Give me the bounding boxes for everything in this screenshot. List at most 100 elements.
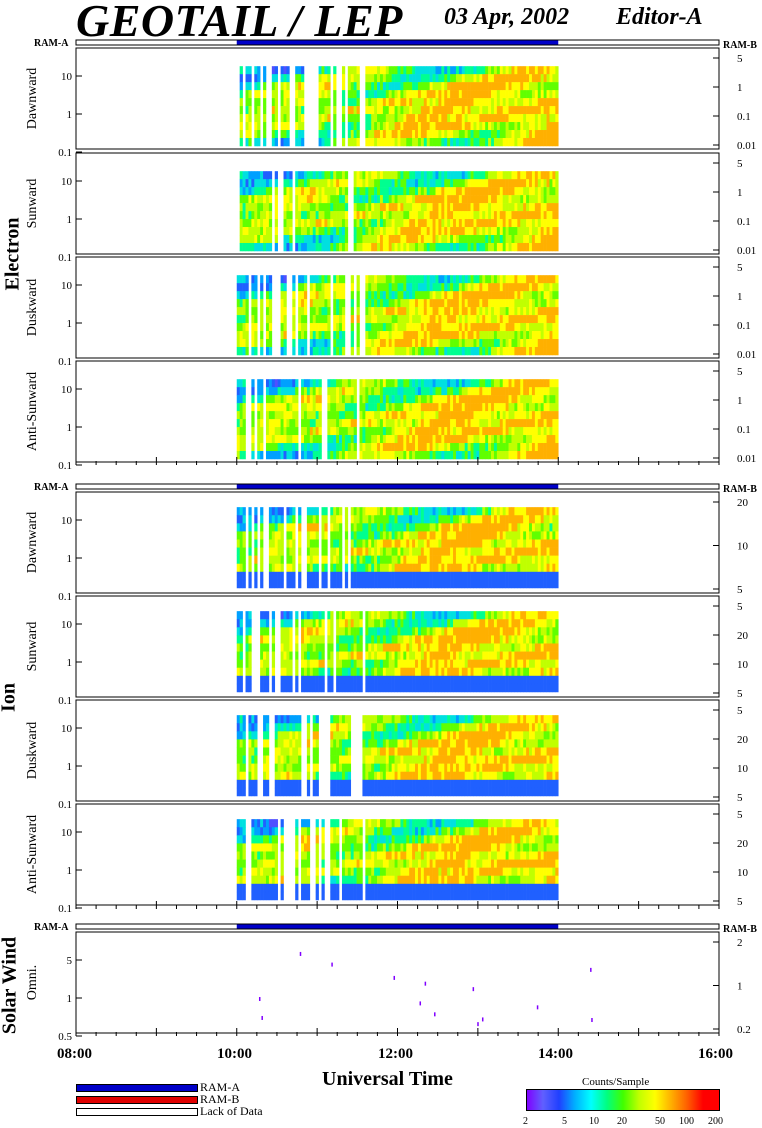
spectrogram-cell xyxy=(520,106,524,115)
spectrogram-cell xyxy=(397,579,401,589)
spectrogram-cell xyxy=(488,331,492,340)
spectrogram-cell xyxy=(450,435,454,444)
spectrogram-cell xyxy=(415,507,419,516)
spectrogram-cell xyxy=(312,187,316,196)
spectrogram-cell xyxy=(511,122,515,131)
spectrogram-cell xyxy=(450,219,454,228)
spectrogram-cell xyxy=(415,242,419,252)
spectrogram-cell xyxy=(327,187,331,196)
spectrogram-cell xyxy=(350,122,354,131)
spectrogram-cell xyxy=(365,515,369,524)
spectrogram-cell xyxy=(508,74,512,83)
spectrogram-cell xyxy=(254,235,258,244)
spectrogram-cell xyxy=(412,179,416,188)
spectrogram-cell xyxy=(263,130,267,139)
spectrogram-cell xyxy=(312,219,316,228)
spectrogram-cell xyxy=(432,275,436,284)
spectrogram-cell xyxy=(555,339,559,348)
spectrogram-cell xyxy=(382,203,387,212)
spectrogram-cell xyxy=(415,275,419,284)
spectrogram-cell xyxy=(540,419,544,428)
spectrogram-cell xyxy=(453,563,457,573)
spectrogram-cell xyxy=(265,227,270,236)
spectrogram-cell xyxy=(508,346,512,356)
spectrogram-cell xyxy=(336,379,340,388)
spectrogram-cell xyxy=(260,555,264,565)
spectrogram-cell xyxy=(505,283,509,292)
spectrogram-cell xyxy=(330,571,334,581)
spectrogram-cell xyxy=(286,242,290,252)
spectrogram-cell xyxy=(309,379,314,388)
spectrogram-cell xyxy=(473,137,477,147)
ram-a-label: RAM-A xyxy=(34,38,69,49)
spectrogram-cell xyxy=(461,179,466,188)
spectrogram-cell xyxy=(508,299,512,308)
spectrogram-cell xyxy=(374,555,378,565)
spectrogram-cell xyxy=(406,523,410,532)
spectrogram-cell xyxy=(441,283,445,292)
spectrogram-cell xyxy=(400,90,404,99)
spectrogram-cell xyxy=(531,307,536,316)
spectrogram-cell xyxy=(423,137,428,147)
spectrogram-cell xyxy=(295,171,299,180)
spectrogram-cell xyxy=(254,74,258,83)
spectrogram-cell xyxy=(298,283,302,292)
spectrogram-cell xyxy=(415,299,419,308)
spectrogram-cell xyxy=(523,346,527,356)
spectrogram-cell xyxy=(505,507,509,516)
spectrogram-cell xyxy=(295,195,299,204)
spectrogram-cell xyxy=(371,283,375,292)
spectrogram-cell xyxy=(280,137,284,147)
spectrogram-cell xyxy=(239,137,243,147)
spectrogram-cell xyxy=(274,515,278,524)
spectrogram-cell xyxy=(435,291,439,300)
spectrogram-cell xyxy=(277,443,281,452)
spectrogram-cell xyxy=(254,323,258,332)
spectrogram-cell xyxy=(491,130,495,139)
spectrogram-cell xyxy=(555,387,559,396)
spectrogram-cell xyxy=(309,323,314,332)
spectrogram-cell xyxy=(485,443,489,452)
spectrogram-cell xyxy=(534,114,539,123)
spectrogram-cell xyxy=(286,98,290,107)
spectrogram-cell xyxy=(239,579,243,589)
spectrogram-cell xyxy=(303,203,308,212)
spectrogram-cell xyxy=(295,427,299,436)
spectrogram-cell xyxy=(552,315,556,324)
spectrogram-cell xyxy=(529,66,533,75)
spectrogram-cell xyxy=(491,379,495,388)
spectrogram-cell xyxy=(236,419,240,428)
spectrogram-cell xyxy=(499,387,504,396)
spectrogram-cell xyxy=(251,307,255,316)
spectrogram-cell xyxy=(482,299,486,308)
spectrogram-cell xyxy=(470,419,474,428)
spectrogram-cell xyxy=(420,323,425,332)
spectrogram-cell xyxy=(341,98,346,107)
spectrogram-cell xyxy=(315,283,319,292)
spectrogram-cell xyxy=(239,291,243,300)
right-tick-label: 0.1 xyxy=(737,216,751,228)
spectrogram-cell xyxy=(552,283,556,292)
spectrogram-cell xyxy=(394,339,398,348)
spectrogram-cell xyxy=(382,106,387,115)
spectrogram-cell xyxy=(388,66,392,75)
spectrogram-cell xyxy=(368,227,372,236)
spectrogram-cell xyxy=(441,203,445,212)
spectrogram-cell xyxy=(476,90,480,99)
spectrogram-cell xyxy=(505,122,509,131)
spectrogram-cell xyxy=(432,450,436,460)
spectrogram-cell xyxy=(444,539,448,548)
spectrogram-cell xyxy=(260,443,264,452)
spectrogram-cell xyxy=(409,74,413,83)
spectrogram-cell xyxy=(444,443,448,452)
spectrogram-cell xyxy=(377,106,381,115)
spectrogram-cell xyxy=(420,346,425,356)
spectrogram-cell xyxy=(412,547,416,556)
spectrogram-cell xyxy=(508,242,512,252)
spectrogram-cell xyxy=(353,435,357,444)
spectrogram-cell xyxy=(365,419,369,428)
spectrogram-cell xyxy=(485,571,489,581)
spectrogram-cell xyxy=(274,419,278,428)
spectrogram-cell xyxy=(508,547,512,556)
spectrogram-cell xyxy=(552,507,556,516)
